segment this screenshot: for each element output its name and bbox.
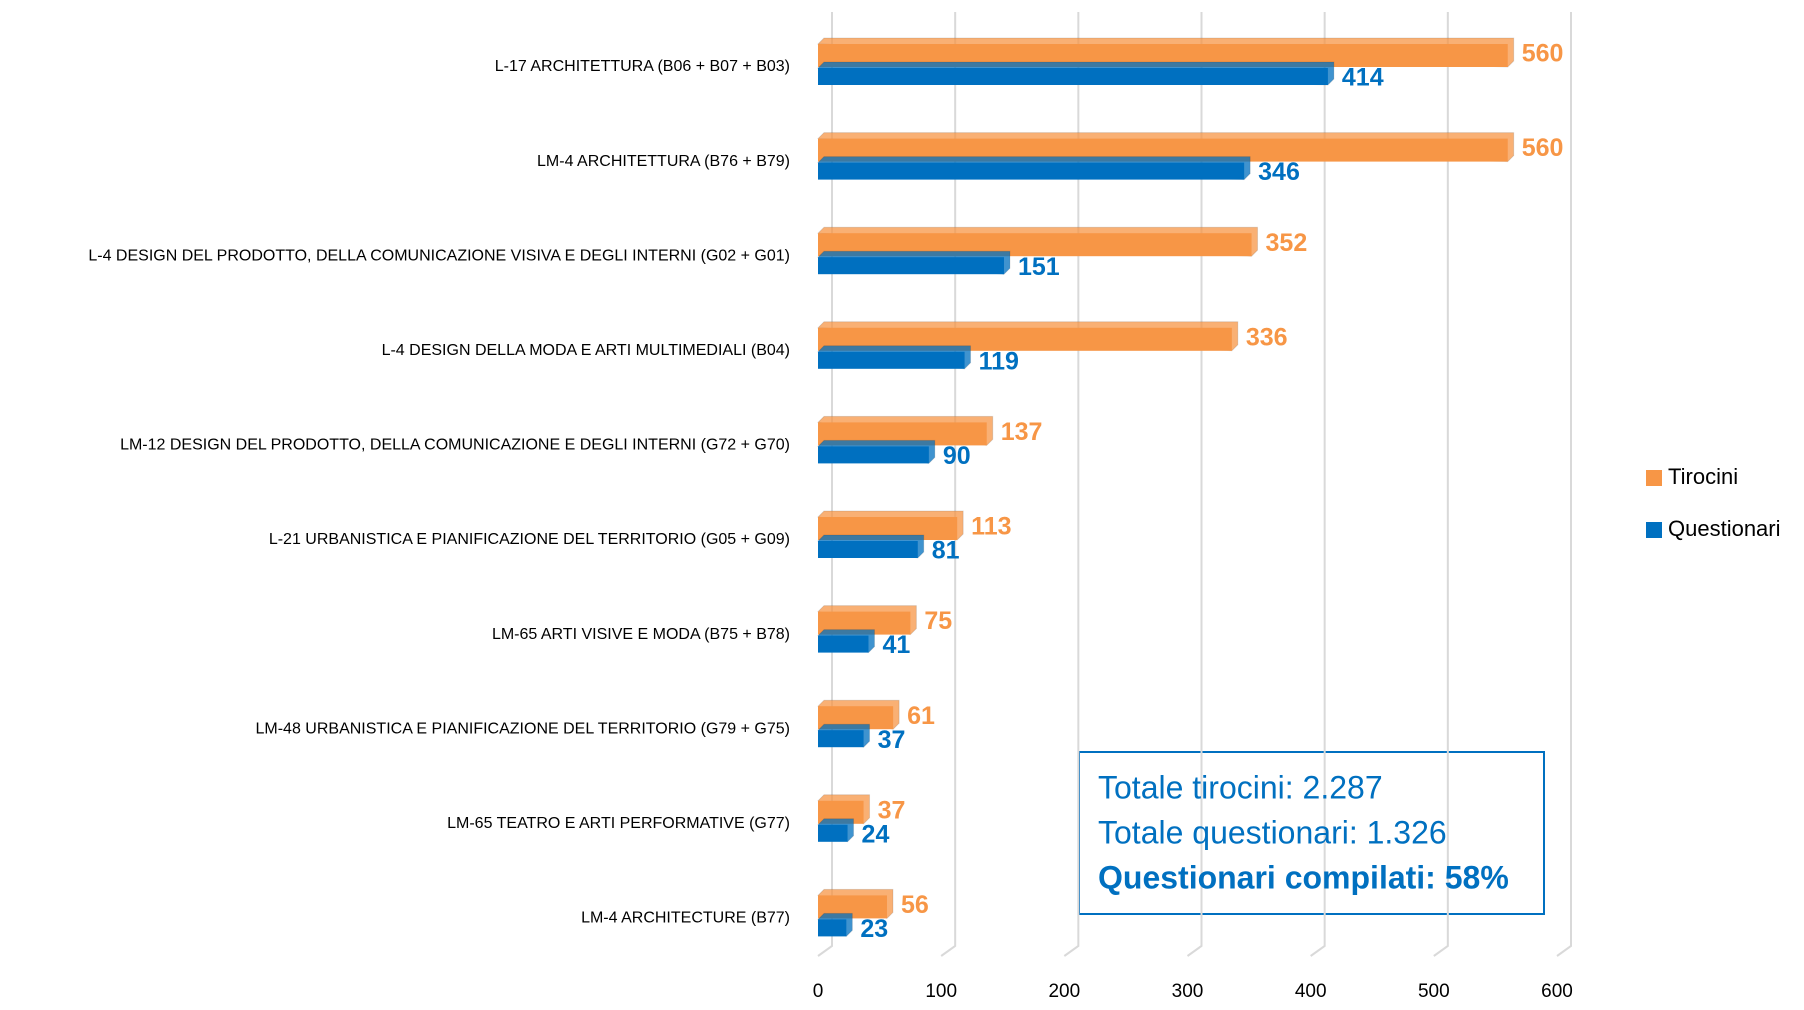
data-label: 23 (860, 915, 888, 943)
data-label: 560 (1522, 134, 1564, 162)
x-tick-label: 400 (1295, 981, 1327, 1002)
x-tick-label: 100 (925, 981, 957, 1002)
bar (818, 327, 1232, 351)
bar (818, 138, 1508, 162)
x-tick-label: 500 (1418, 981, 1450, 1002)
data-label: 336 (1246, 323, 1288, 351)
data-label: 137 (1001, 418, 1043, 446)
data-label: 560 (1522, 40, 1564, 68)
y-tick-label: LM-48 URBANISTICA E PIANIFICAZIONE DEL T… (256, 720, 791, 737)
y-tick-label: L-21 URBANISTICA E PIANIFICAZIONE DEL TE… (269, 531, 790, 548)
grid-line (1556, 12, 1572, 957)
bar (818, 541, 918, 558)
data-label: 352 (1266, 229, 1308, 257)
annotation-box (1078, 751, 1545, 915)
y-tick-label: LM-65 ARTI VISIVE E MODA (B75 + B78) (492, 626, 790, 643)
data-label: 75 (924, 607, 952, 635)
bar (818, 824, 848, 842)
data-label: 346 (1258, 158, 1300, 186)
bar (818, 800, 864, 824)
legend-swatch (1646, 470, 1662, 486)
legend-label: Questionari (1668, 516, 1781, 541)
data-label: 81 (932, 537, 960, 565)
x-tick-label: 0 (813, 981, 824, 1002)
bar (818, 611, 911, 635)
data-label: 56 (901, 891, 929, 919)
data-label: 41 (882, 631, 910, 659)
bar (818, 517, 958, 540)
bar (818, 257, 1004, 275)
legend-label: Tirocini (1668, 464, 1738, 489)
bar (818, 895, 887, 919)
bar (818, 706, 894, 730)
data-label: 90 (943, 442, 971, 470)
annotation: Questionari compilati: 58% (1098, 859, 1509, 895)
data-label: 37 (878, 796, 906, 824)
bar (818, 351, 965, 369)
y-tick-label: LM-65 TEATRO E ARTI PERFORMATIVE (G77) (447, 815, 790, 832)
data-label: 119 (979, 347, 1019, 375)
y-tick-label: L-4 DESIGN DELLA MODA E ARTI MULTIMEDIAL… (382, 342, 790, 359)
y-tick-label: LM-4 ARCHITECTURE (B77) (581, 910, 790, 927)
annotation: Totale questionari: 1.326 (1098, 814, 1447, 850)
x-tick-label: 300 (1172, 981, 1204, 1002)
bar (818, 635, 869, 653)
bar (818, 44, 1508, 67)
grid-line (1310, 12, 1326, 957)
bar (818, 730, 864, 748)
legend-swatch (1646, 522, 1662, 538)
annotation: Totale tirocini: 2.287 (1098, 769, 1383, 805)
data-label: 113 (971, 513, 1011, 541)
y-tick-label: LM-4 ARCHITETTURA (B76 + B79) (537, 153, 790, 170)
bar (818, 162, 1245, 180)
data-label: 414 (1342, 64, 1384, 92)
bar (818, 446, 929, 464)
grid-line (1433, 12, 1449, 957)
bar (818, 919, 847, 937)
data-label: 151 (1018, 253, 1060, 281)
x-tick-label: 200 (1048, 981, 1080, 1002)
data-label: 24 (862, 820, 890, 848)
y-tick-label: L-17 ARCHITETTURA (B06 + B07 + B03) (495, 58, 790, 75)
bar (818, 68, 1328, 85)
x-tick-label: 600 (1541, 981, 1573, 1002)
data-label: 61 (907, 702, 935, 730)
y-tick-label: LM-12 DESIGN DEL PRODOTTO, DELLA COMUNIC… (120, 437, 790, 454)
bar (818, 422, 987, 446)
y-tick-label: L-4 DESIGN DEL PRODOTTO, DELLA COMUNICAZ… (88, 247, 790, 264)
data-label: 37 (878, 726, 906, 754)
bar (818, 233, 1252, 257)
